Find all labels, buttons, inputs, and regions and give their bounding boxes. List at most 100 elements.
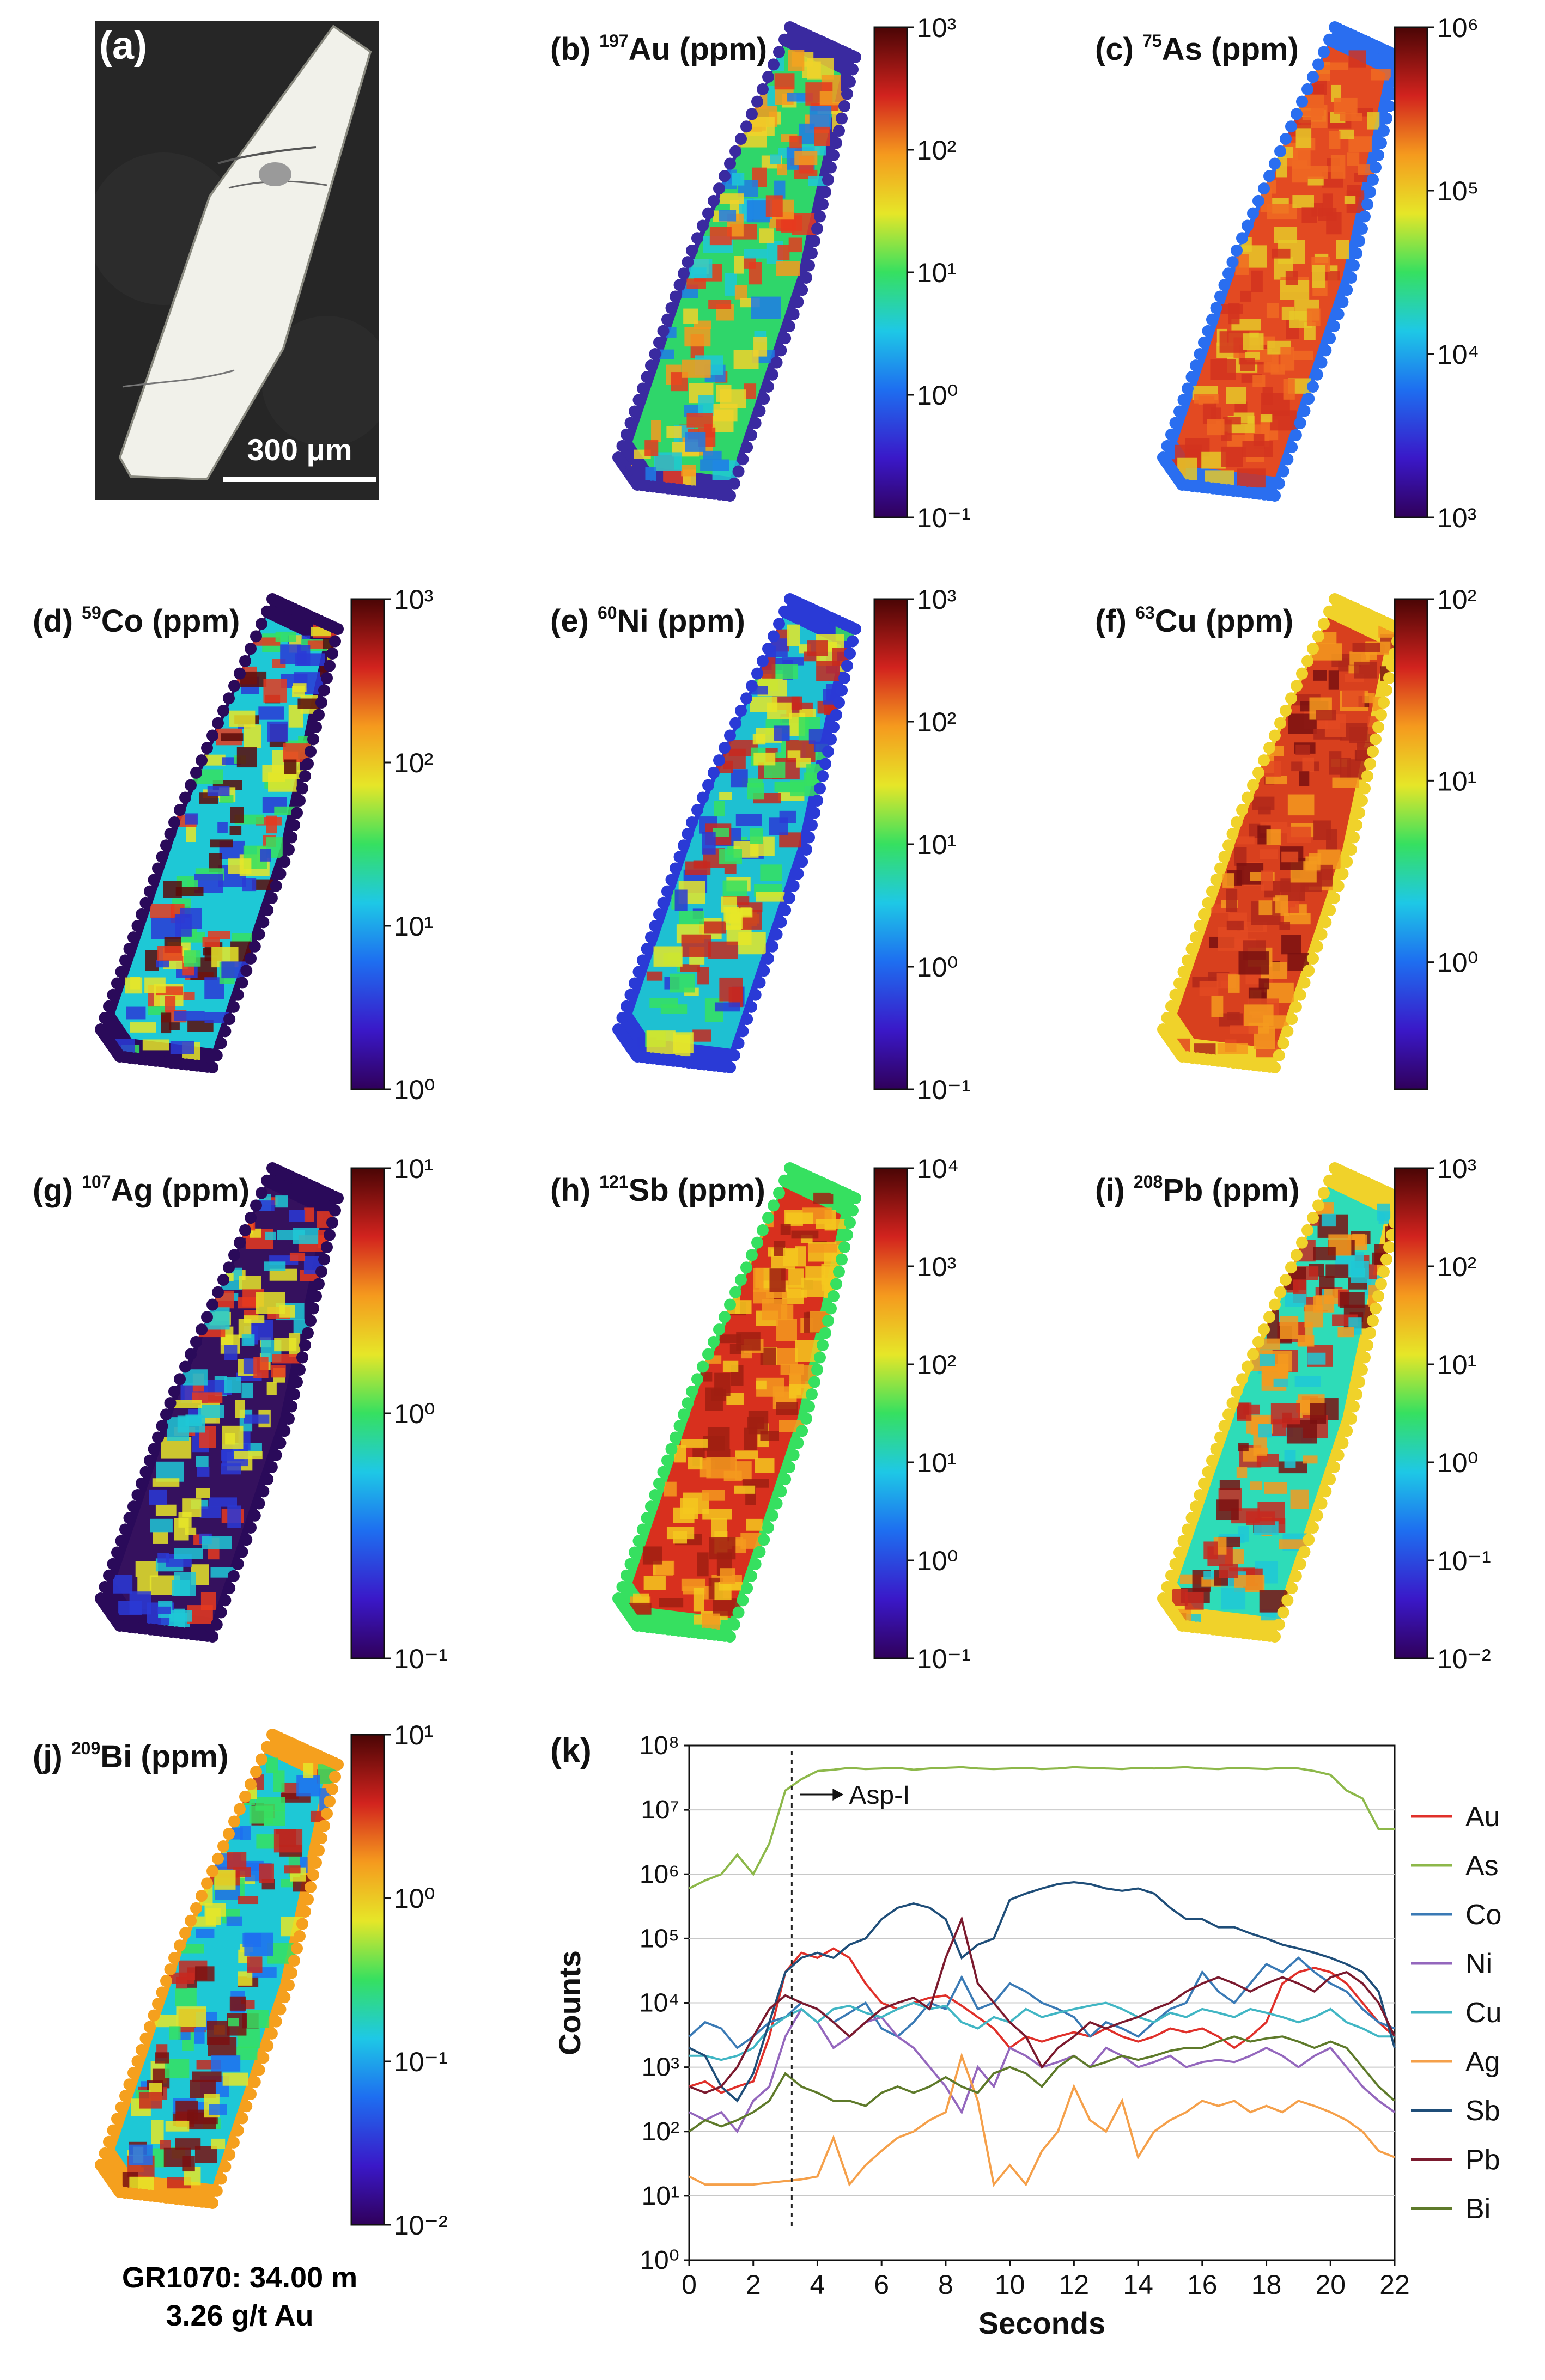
- colorbar-tick-label: 10⁰: [394, 1075, 435, 1105]
- x-tick-label: 20: [1315, 2269, 1346, 2300]
- colorbar-tick-label: 10¹: [394, 1720, 433, 1750]
- colorbar-tick-label: 10¹: [1437, 1350, 1476, 1380]
- series-line-au: [689, 1947, 1396, 2094]
- colorbar-tick-label: 10⁻¹: [917, 1644, 971, 1674]
- map-panel-label: (b): [550, 32, 599, 67]
- colorbar-tick-label: 10²: [917, 707, 956, 737]
- x-tick-label: 6: [874, 2269, 889, 2300]
- map-label: (j) 209Bi (ppm): [33, 1738, 228, 1774]
- map-panel-label: (c): [1095, 32, 1142, 67]
- map-unit: (ppm): [679, 32, 767, 67]
- legend-label: Au: [1465, 1801, 1500, 1833]
- colorbar: [350, 1167, 385, 1659]
- colorbar-tick-label: 10⁶: [1437, 13, 1479, 43]
- map-unit: (ppm): [658, 603, 745, 639]
- y-tick-label: 10³: [642, 2053, 679, 2082]
- map-isotope-mass: 60: [598, 603, 617, 623]
- x-tick-label: 0: [682, 2269, 697, 2300]
- map-panel-label: (i): [1095, 1173, 1134, 1208]
- colorbar-tick-label: 10⁴: [917, 1154, 959, 1184]
- colorbar-tick-label: 10⁻²: [1437, 1644, 1491, 1674]
- map-element: Pb: [1163, 1173, 1212, 1208]
- series-line-sb: [689, 1881, 1396, 2103]
- x-axis-label: Seconds: [978, 2306, 1105, 2340]
- map-label: (g) 107Ag (ppm): [33, 1172, 250, 1208]
- series-line-as: [689, 1766, 1395, 1890]
- series-line-cu: [689, 2001, 1395, 2061]
- annotation-label: Asp-I: [849, 1781, 910, 1810]
- colorbar-tick-label: 10³: [1437, 503, 1476, 533]
- colorbar: [873, 1167, 908, 1659]
- map-label: (f) 63Cu (ppm): [1095, 603, 1293, 639]
- colorbar: [873, 26, 908, 518]
- colorbar-tick-label: 10⁰: [1437, 948, 1479, 978]
- colorbar-tick-label: 10⁻¹: [1437, 1546, 1491, 1576]
- colorbar-tick-label: 10⁰: [917, 380, 958, 411]
- legend-label: Ag: [1465, 2046, 1500, 2078]
- colorbar-tick-label: 10³: [917, 584, 956, 615]
- colorbar-tick-label: 10⁰: [394, 1399, 435, 1429]
- y-axis-label: Counts: [552, 1950, 587, 2055]
- legend-label: Bi: [1465, 2193, 1491, 2225]
- map-unit: (ppm): [1211, 32, 1299, 67]
- colorbar-tick-label: 10¹: [394, 911, 433, 942]
- scale-bar-label: 300 μm: [247, 432, 352, 467]
- legend-label: Cu: [1465, 1997, 1501, 2029]
- map-unit: (ppm): [1206, 603, 1293, 639]
- map-panel-ni: (e) 60Ni (ppm) 10⁻¹ 10⁰ 10¹ 10² 10³: [550, 584, 971, 1105]
- sample-caption-line2: 3.26 g/t Au: [166, 2299, 313, 2332]
- colorbar-tick-label: 10³: [917, 13, 956, 43]
- map-panel-label: (h): [550, 1173, 599, 1208]
- legend-label: As: [1465, 1850, 1499, 1882]
- photo-panel: (a) 300 μm: [95, 21, 379, 500]
- legend-label: Pb: [1465, 2144, 1500, 2176]
- x-tick-label: 2: [746, 2269, 761, 2300]
- colorbar-tick-label: 10²: [394, 748, 433, 778]
- map-panel-label: (f): [1095, 603, 1135, 639]
- colorbar: [873, 598, 908, 1090]
- colorbar-tick-label: 10⁵: [1437, 176, 1479, 206]
- map-panel-label: (j): [33, 1739, 71, 1774]
- map-label: (d) 59Co (ppm): [33, 603, 240, 639]
- colorbar: [350, 598, 385, 1090]
- map-unit: (ppm): [1212, 1173, 1299, 1208]
- x-tick-label: 18: [1251, 2269, 1282, 2300]
- y-tick-label: 10⁶: [640, 1860, 679, 1889]
- map-panel-label: (e): [550, 603, 598, 639]
- map-element: Bi: [100, 1739, 141, 1774]
- y-tick-label: 10⁸: [639, 1731, 679, 1760]
- chart-panel-label: (k): [550, 1732, 592, 1769]
- arsenopyrite-grain: [118, 25, 372, 481]
- colorbar-tick-label: 10⁻¹: [917, 503, 971, 533]
- colorbar-tick-label: 10²: [1437, 584, 1476, 615]
- series-line-bi: [688, 2035, 1396, 2133]
- y-tick-label: 10²: [642, 2117, 679, 2146]
- map-unit: (ppm): [162, 1173, 250, 1208]
- series-line-pb: [689, 1915, 1396, 2094]
- map-unit: (ppm): [678, 1173, 765, 1208]
- map-panel-ag: (g) 107Ag (ppm) 10⁻¹ 10⁰ 10¹: [33, 1154, 448, 1674]
- colorbar-tick-label: 10¹: [917, 258, 956, 288]
- x-tick-label: 4: [810, 2269, 825, 2300]
- colorbar-tick-label: 10⁻¹: [917, 1075, 971, 1105]
- x-tick-label: 8: [938, 2269, 953, 2300]
- legend-label: Sb: [1465, 2095, 1500, 2127]
- map-element: Au: [629, 32, 679, 67]
- x-tick-label: 14: [1123, 2269, 1153, 2300]
- y-tick-label: 10⁴: [639, 1989, 679, 2018]
- colorbar-tick-label: 10⁰: [917, 952, 958, 982]
- map-isotope-mass: 107: [82, 1172, 111, 1192]
- map-panel-sb: (h) 121Sb (ppm) 10⁻¹ 10⁰ 10¹ 10² 10³ 10⁴: [550, 1154, 971, 1674]
- colorbar-tick-label: 10⁻¹: [394, 1644, 448, 1674]
- y-tick-label: 10⁵: [640, 1924, 679, 1953]
- x-tick-label: 22: [1379, 2269, 1410, 2300]
- colorbar: [1394, 1167, 1428, 1659]
- x-tick-label: 12: [1059, 2269, 1090, 2300]
- map-isotope-mass: 63: [1135, 603, 1155, 623]
- map-isotope-mass: 121: [599, 1172, 628, 1192]
- legend-label: Co: [1465, 1899, 1501, 1931]
- colorbar-tick-label: 10²: [917, 1350, 956, 1380]
- map-unit: (ppm): [141, 1739, 228, 1774]
